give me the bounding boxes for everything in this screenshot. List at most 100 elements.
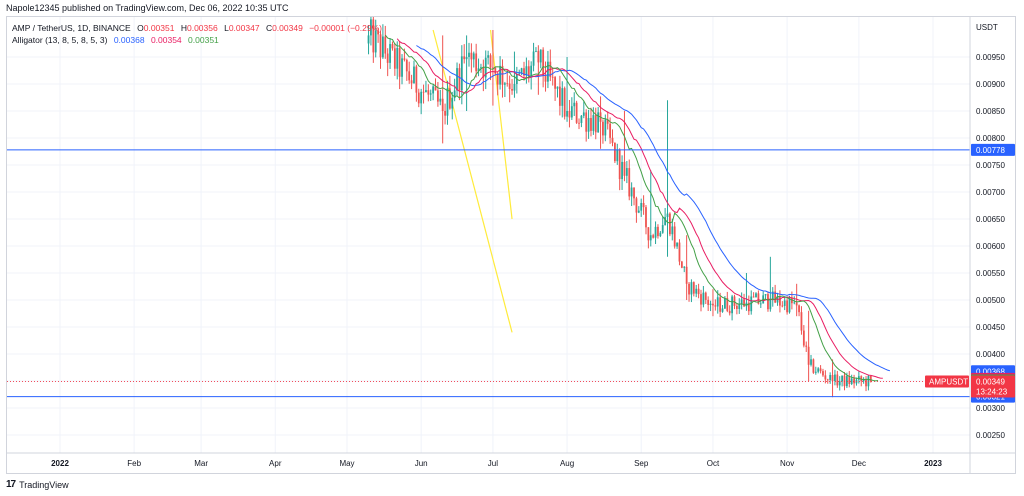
candle-body: [398, 47, 401, 77]
candle-body: [673, 226, 676, 247]
tradingview-logo-icon[interactable]: 17: [6, 479, 16, 490]
candle-body: [542, 49, 545, 75]
candle-body: [834, 374, 836, 381]
level-badge-bg: [971, 143, 1015, 156]
candles-group: [367, 17, 872, 398]
x-tick-label: Jul: [488, 459, 498, 468]
candle-body: [635, 198, 638, 213]
plot-area: [7, 17, 970, 453]
candle-body: [733, 296, 736, 306]
candle-body: [535, 50, 537, 52]
alligator-jaw-line: [416, 45, 891, 372]
candle-body: [630, 187, 633, 197]
candle-body: [594, 115, 597, 133]
candle-body: [437, 90, 439, 102]
candle-body: [721, 308, 724, 312]
chart-frame[interactable]: [6, 16, 1016, 474]
candle-body: [759, 303, 762, 305]
candle-body: [700, 294, 702, 305]
candle-body: [489, 55, 492, 68]
candle-body: [578, 122, 580, 124]
candle-body: [501, 65, 504, 85]
candle-body: [695, 288, 698, 294]
candle-body: [597, 112, 600, 133]
candle-body: [374, 30, 377, 53]
candle-body: [513, 84, 516, 91]
candle-body: [396, 47, 399, 69]
footer: 17 TradingView: [6, 479, 69, 490]
candle-body: [420, 91, 423, 104]
candle-body: [393, 48, 396, 69]
candle-body: [403, 58, 406, 60]
candle-body: [767, 294, 769, 310]
candle-body: [613, 142, 616, 162]
candle-body: [841, 375, 844, 382]
candle-body: [788, 297, 791, 313]
candle-body: [817, 368, 820, 372]
candle-body: [786, 300, 789, 313]
candle-body: [566, 111, 568, 117]
candle-body: [573, 102, 576, 107]
candle-body: [843, 375, 846, 387]
candle-body: [807, 346, 810, 365]
candle-body: [857, 376, 860, 380]
candle-body: [587, 117, 590, 132]
close-value: 0.00349: [272, 23, 303, 33]
candle-body: [688, 283, 690, 295]
y-tick-label: 0.00700: [976, 188, 1005, 197]
candle-body: [563, 88, 566, 117]
candle-body: [537, 50, 540, 63]
candle-body: [642, 203, 645, 208]
candle-body: [446, 88, 449, 116]
candle-body: [637, 210, 640, 213]
candle-body: [757, 293, 760, 304]
open-label: O: [137, 23, 144, 33]
candle-body: [525, 66, 528, 76]
candle-body: [472, 53, 475, 60]
candle-body: [415, 66, 418, 93]
candle-body: [793, 302, 796, 304]
candle-body: [417, 92, 420, 104]
candle-body: [616, 149, 619, 162]
chart-legend: AMP / TetherUS, 1D, BINANCE O0.00351 H0.…: [12, 22, 382, 46]
brand-name[interactable]: TradingView: [19, 479, 69, 490]
candle-body: [456, 68, 458, 91]
x-tick-label: Oct: [707, 459, 720, 468]
y-tick-label: 0.00300: [976, 404, 1005, 413]
indicator-name[interactable]: Alligator (13, 8, 5, 8, 5, 3): [12, 35, 108, 45]
candle-body: [654, 226, 657, 238]
candle-body: [554, 77, 556, 89]
candle-body: [824, 375, 827, 380]
candle-body: [831, 375, 834, 381]
candle-body: [781, 305, 784, 307]
candle-body: [408, 71, 411, 81]
candle-body: [606, 119, 609, 124]
candle-body: [769, 300, 772, 310]
close-label: C: [265, 23, 273, 33]
alligator-badge-text: 0.00368: [976, 367, 1005, 376]
candle-body: [511, 88, 513, 91]
candle-body: [482, 67, 485, 78]
candle-body: [810, 359, 812, 365]
candle-body: [532, 51, 535, 66]
candle-body: [448, 88, 451, 109]
candle-body: [671, 226, 674, 235]
candle-body: [869, 376, 872, 382]
candle-body: [410, 80, 413, 84]
candle-body: [666, 213, 669, 218]
candle-body: [798, 305, 800, 313]
x-tick-label: Apr: [269, 459, 282, 468]
symbol-label[interactable]: AMP / TetherUS, 1D, BINANCE: [12, 23, 131, 33]
low-value: 0.00347: [228, 23, 260, 33]
candle-body: [413, 66, 415, 84]
candle-body: [669, 213, 671, 235]
publish-line: Napole12345 published on TradingView.com…: [6, 3, 289, 13]
candle-body: [661, 225, 664, 233]
candle-body: [463, 56, 466, 60]
symbol-row: AMP / TetherUS, 1D, BINANCE O0.00351 H0.…: [12, 22, 382, 34]
lips-value: 0.00351: [188, 35, 219, 45]
candle-body: [628, 168, 631, 197]
candle-body: [611, 137, 614, 143]
